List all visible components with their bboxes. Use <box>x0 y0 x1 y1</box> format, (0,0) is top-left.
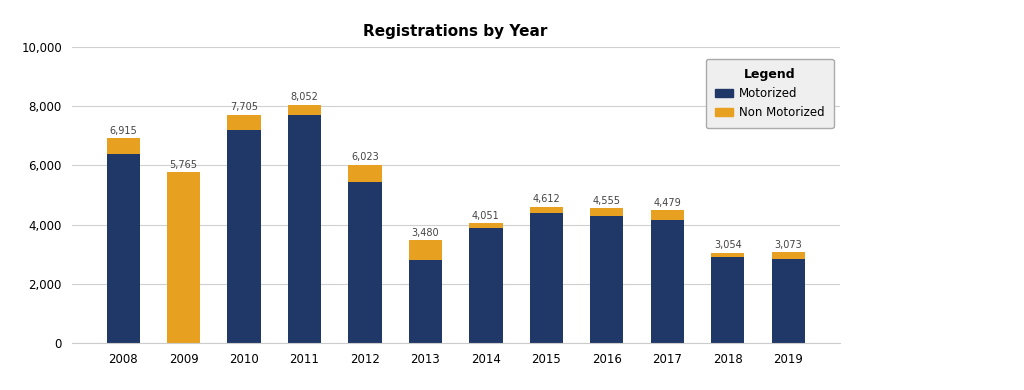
Bar <box>469 228 503 343</box>
Bar <box>711 257 744 343</box>
Bar <box>106 138 140 154</box>
Bar <box>227 130 261 343</box>
Bar <box>469 223 503 228</box>
Bar <box>167 172 201 343</box>
Text: 4,612: 4,612 <box>532 194 560 204</box>
Text: 7,705: 7,705 <box>230 103 258 112</box>
Text: 4,479: 4,479 <box>653 198 681 208</box>
Bar <box>771 259 805 343</box>
Bar <box>650 211 684 220</box>
Bar <box>771 252 805 259</box>
Bar <box>288 115 322 343</box>
Text: 3,480: 3,480 <box>412 228 439 238</box>
Bar <box>348 182 382 343</box>
Text: 4,051: 4,051 <box>472 211 500 221</box>
Text: 5,765: 5,765 <box>170 160 198 170</box>
Legend: Motorized, Non Motorized: Motorized, Non Motorized <box>706 58 834 128</box>
Bar <box>409 260 442 343</box>
Text: 4,555: 4,555 <box>593 196 621 206</box>
Text: 6,915: 6,915 <box>110 126 137 136</box>
Bar <box>650 220 684 343</box>
Bar <box>227 115 261 130</box>
Bar <box>409 240 442 260</box>
Bar <box>288 105 322 115</box>
Bar <box>348 165 382 182</box>
Bar <box>529 206 563 213</box>
Title: Registrations by Year: Registrations by Year <box>364 24 548 39</box>
Bar <box>711 253 744 257</box>
Bar <box>590 216 624 343</box>
Text: 3,054: 3,054 <box>714 240 741 250</box>
Text: 8,052: 8,052 <box>291 92 318 102</box>
Text: 6,023: 6,023 <box>351 152 379 162</box>
Bar <box>106 154 140 343</box>
Text: 3,073: 3,073 <box>774 240 802 250</box>
Bar <box>529 213 563 343</box>
Bar <box>590 208 624 216</box>
